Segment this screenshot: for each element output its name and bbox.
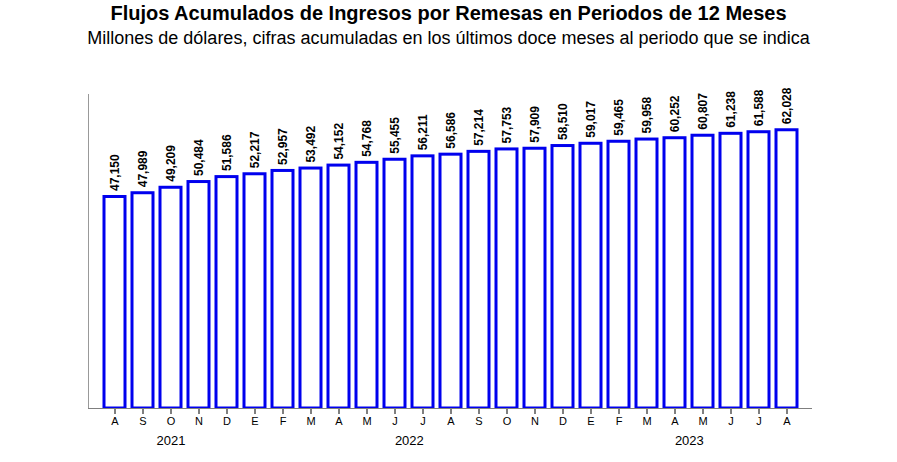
- svg-text:A: A: [111, 415, 119, 427]
- svg-text:O: O: [503, 415, 512, 427]
- svg-text:59,017: 59,017: [584, 101, 598, 138]
- svg-text:J: J: [420, 415, 426, 427]
- svg-text:S: S: [139, 415, 146, 427]
- svg-text:A: A: [447, 415, 455, 427]
- svg-text:61,588: 61,588: [752, 89, 766, 126]
- svg-text:62,028: 62,028: [780, 87, 794, 124]
- svg-text:51,586: 51,586: [220, 134, 234, 171]
- svg-text:47,989: 47,989: [136, 150, 150, 187]
- html-text:Millones de dólares, cifras ac: Millones de dólares, cifras acumuladas e…: [87, 28, 810, 48]
- svg-text:61,238: 61,238: [724, 91, 738, 128]
- svg-text:59,465: 59,465: [612, 99, 626, 136]
- svg-text:J: J: [392, 415, 398, 427]
- svg-text:M: M: [642, 415, 651, 427]
- svg-text:58,510: 58,510: [556, 103, 570, 140]
- svg-text:F: F: [616, 415, 623, 427]
- svg-text:N: N: [195, 415, 203, 427]
- svg-text:2022: 2022: [395, 433, 424, 448]
- svg-text:A: A: [335, 415, 343, 427]
- svg-text:57,909: 57,909: [528, 106, 542, 143]
- svg-text:A: A: [671, 415, 679, 427]
- svg-text:52,957: 52,957: [276, 128, 290, 165]
- svg-text:A: A: [783, 415, 791, 427]
- svg-text:O: O: [167, 415, 176, 427]
- svg-text:55,455: 55,455: [388, 117, 402, 154]
- svg-text:60,252: 60,252: [668, 95, 682, 132]
- svg-text:56,211: 56,211: [416, 114, 430, 150]
- svg-text:52,217: 52,217: [248, 131, 262, 168]
- svg-text:D: D: [559, 415, 567, 427]
- svg-text:60,807: 60,807: [696, 93, 710, 130]
- svg-text:53,492: 53,492: [304, 126, 318, 163]
- svg-text:57,753: 57,753: [500, 106, 514, 143]
- svg-text:E: E: [251, 415, 258, 427]
- svg-text:M: M: [362, 415, 371, 427]
- svg-text:59,958: 59,958: [640, 97, 654, 134]
- svg-text:47,150: 47,150: [108, 154, 122, 191]
- svg-text:F: F: [280, 415, 287, 427]
- svg-text:J: J: [728, 415, 734, 427]
- svg-text:M: M: [698, 415, 707, 427]
- svg-text:57,214: 57,214: [472, 109, 486, 146]
- svg-text:M: M: [306, 415, 315, 427]
- svg-text:E: E: [587, 415, 594, 427]
- svg-text:2023: 2023: [675, 433, 704, 448]
- svg-text:56,586: 56,586: [444, 112, 458, 149]
- svg-text:50,484: 50,484: [192, 139, 206, 176]
- svg-text:J: J: [756, 415, 762, 427]
- svg-text:54,768: 54,768: [360, 120, 374, 157]
- svg-text:49,209: 49,209: [164, 145, 178, 182]
- svg-text:N: N: [531, 415, 539, 427]
- svg-text:D: D: [223, 415, 231, 427]
- svg-text:S: S: [475, 415, 482, 427]
- svg-text:54,152: 54,152: [332, 123, 346, 160]
- svg-text:2021: 2021: [157, 433, 186, 448]
- html-text:Flujos Acumulados de Ingresos: Flujos Acumulados de Ingresos por Remesa…: [110, 2, 787, 24]
